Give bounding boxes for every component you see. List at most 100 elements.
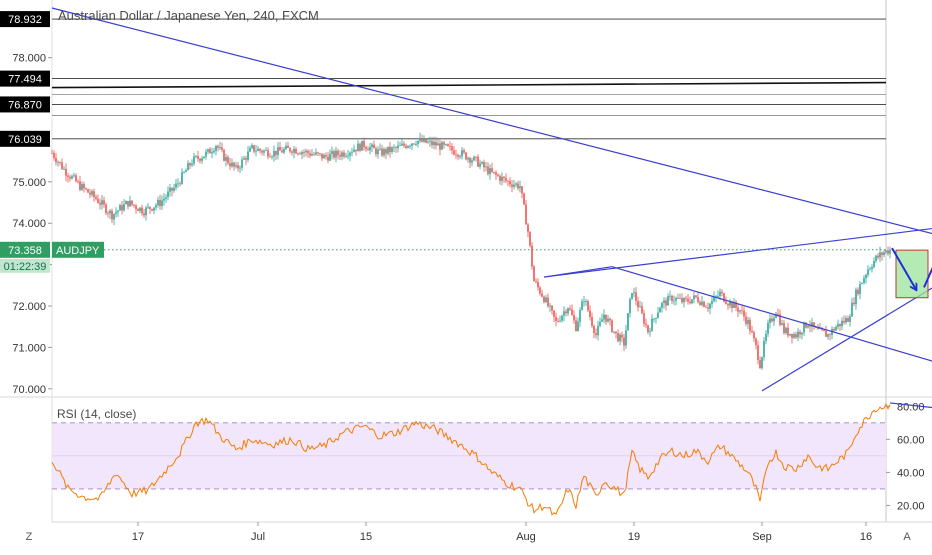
candle [277,147,279,156]
candle [159,199,161,206]
candle [619,334,621,342]
candle [365,147,367,150]
candle [427,141,429,143]
trendline-channel-top [543,266,613,278]
candle [99,202,101,205]
candle [479,163,481,167]
candle [129,200,131,207]
candle [319,153,321,155]
candle [397,145,399,149]
candle [313,154,315,156]
candle [493,171,495,173]
rsi-tick-label: 60.00 [897,434,925,446]
candle [433,141,435,146]
candle [621,334,623,338]
candle [561,315,563,321]
candle [769,318,771,323]
candle [731,301,733,308]
candle [473,156,475,161]
candle [511,184,513,187]
candle [67,175,69,178]
candle [683,298,685,303]
level-badge [0,11,50,28]
candle [253,145,255,152]
candle [815,327,817,328]
candle [559,320,561,322]
zoom-reset-button[interactable]: Z [25,531,33,543]
candle [55,157,57,163]
candle [265,150,267,151]
candle [403,143,405,146]
candle [551,305,553,311]
candle [263,150,265,153]
candle [175,183,177,188]
candle [337,150,339,155]
candle [517,183,519,189]
candle [335,150,337,158]
candle [327,156,329,161]
target-box [895,249,929,299]
candle [455,154,457,156]
candle [847,318,849,322]
rsi-indicator-label[interactable]: RSI (14, close) [57,407,137,421]
candle [745,316,747,324]
candle [257,148,259,151]
candle [643,313,645,324]
candle [125,201,127,205]
candle [781,323,783,325]
auto-scale-button[interactable]: A [903,531,911,543]
candle [801,332,803,335]
candle [755,338,757,346]
level-badge [0,70,50,87]
candle [803,322,805,333]
time-tick-label: Aug [516,531,536,543]
level-badge [0,130,50,147]
candle [367,149,369,151]
candle [777,313,779,315]
time-tick-label: 19 [628,531,640,543]
candle [717,295,719,297]
candle [87,189,89,193]
candle [823,329,825,332]
candle [743,310,745,317]
candle [605,314,607,322]
candle [677,297,679,299]
candle [489,168,491,175]
candle [289,147,291,152]
candle [203,156,205,159]
candle [591,317,593,326]
candle [163,198,165,201]
candle [585,300,587,302]
candle [749,319,751,332]
candle [351,151,353,153]
candle [637,301,639,308]
candle [669,295,671,297]
candle [701,301,703,305]
candle [85,188,87,190]
candle [53,152,55,158]
candle [775,313,777,318]
candle [185,170,187,172]
candle [519,186,521,189]
candle [653,318,655,320]
candle [285,145,287,150]
candle [287,145,289,148]
candle [757,345,759,361]
candle [573,315,575,321]
candle [595,333,597,336]
candle [209,149,211,154]
candle [503,176,505,179]
candle [83,184,85,189]
candle [631,293,633,299]
candle [663,300,665,304]
candle [603,314,605,320]
candle [387,146,389,154]
candle [363,140,365,148]
candle [887,250,889,254]
candle [187,163,189,171]
candle [169,187,171,192]
candle [115,212,117,214]
candle [221,147,223,150]
candle [855,289,857,305]
